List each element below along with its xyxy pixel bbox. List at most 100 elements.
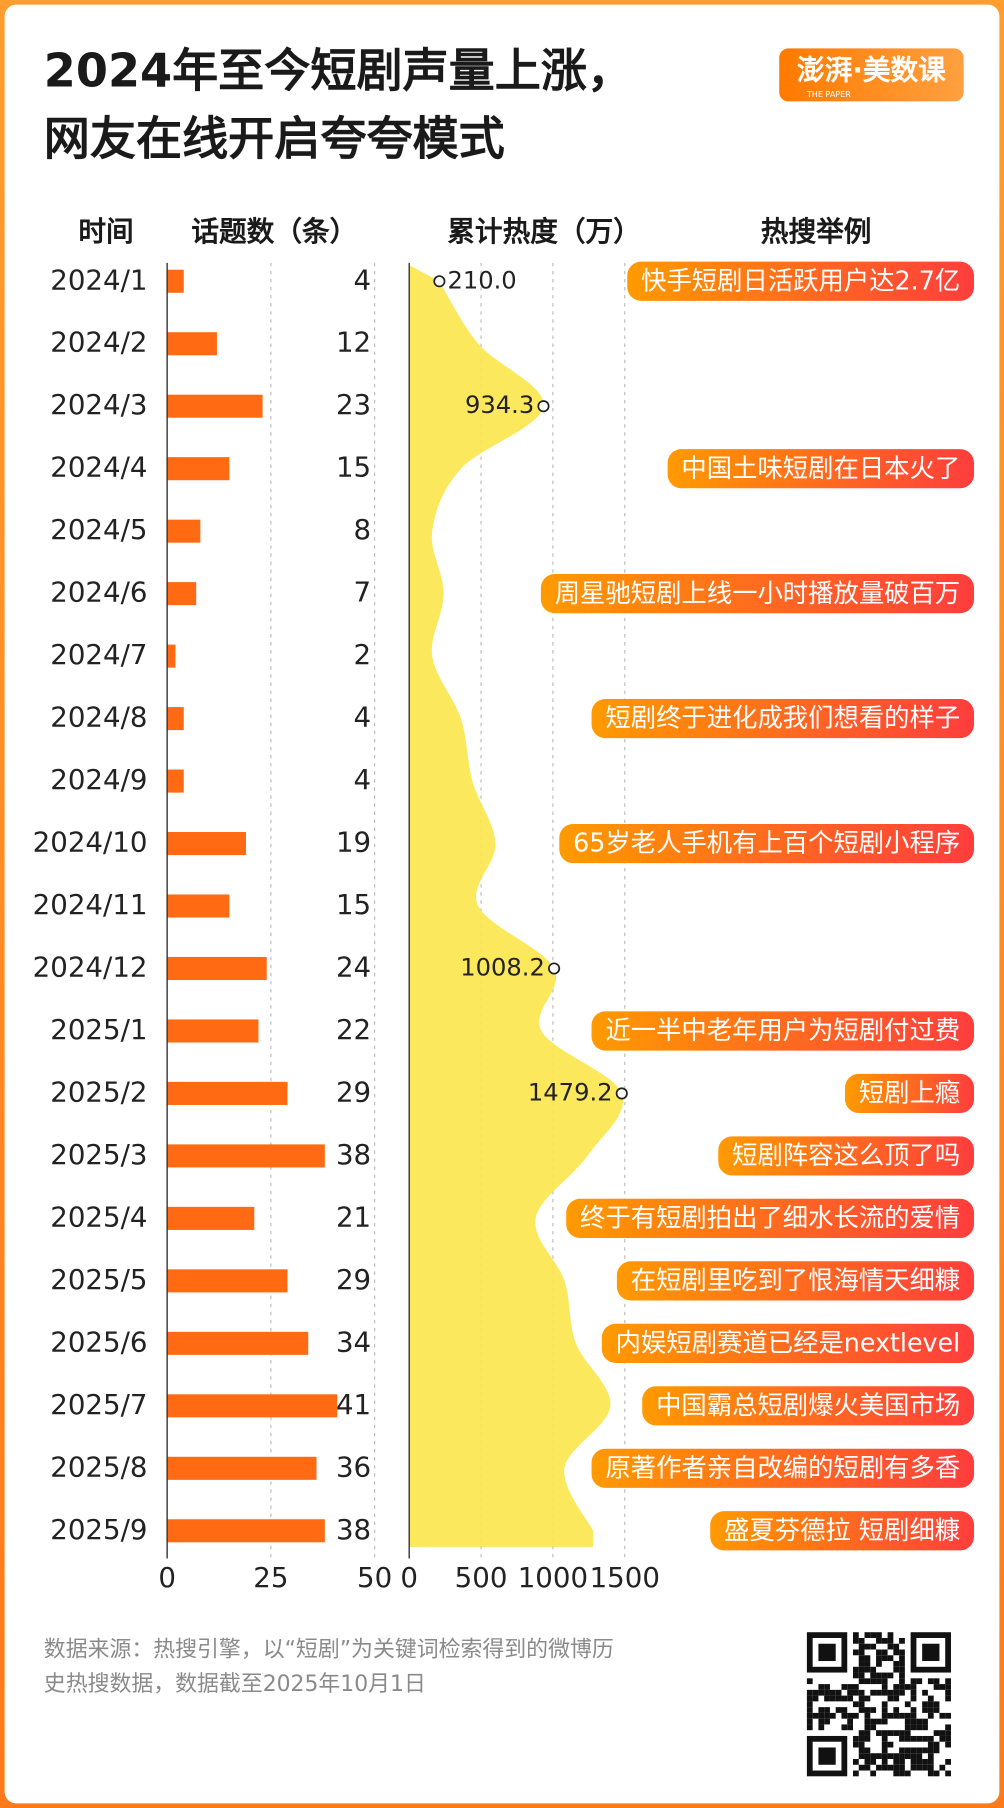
source-line: 史热搜数据，数据截至2025年10月1日 bbox=[44, 1672, 426, 1697]
example-text: 在短剧里吃到了恨海情天细糠 bbox=[631, 1265, 960, 1295]
qr-cell bbox=[887, 1753, 894, 1760]
qr-cell bbox=[852, 1701, 859, 1708]
qr-cell bbox=[945, 1678, 951, 1685]
example-pill bbox=[601, 1323, 975, 1363]
value-label: 21 bbox=[336, 1200, 371, 1233]
qr-cell bbox=[881, 1741, 888, 1748]
bar bbox=[167, 1144, 325, 1168]
qr-cell bbox=[858, 1747, 865, 1754]
example-pill bbox=[591, 1448, 975, 1488]
qr-cell bbox=[881, 1701, 888, 1708]
qr-cell bbox=[858, 1637, 865, 1644]
qr-cell bbox=[933, 1747, 940, 1754]
qr-cell bbox=[852, 1684, 859, 1690]
qr-cell bbox=[835, 1707, 842, 1713]
category-label: 2025/3 bbox=[50, 1138, 147, 1171]
qr-cell bbox=[893, 1684, 900, 1690]
column-header: 热搜举例 bbox=[761, 215, 872, 248]
qr-cell bbox=[916, 1678, 923, 1685]
qr-cell bbox=[910, 1764, 917, 1771]
qr-cell bbox=[893, 1712, 900, 1719]
bar bbox=[167, 519, 201, 543]
qr-cell bbox=[829, 1689, 836, 1696]
qr-cell bbox=[881, 1747, 888, 1754]
qr-cell bbox=[899, 1730, 905, 1736]
qr-cell bbox=[881, 1753, 888, 1760]
category-label: 2024/11 bbox=[33, 888, 148, 921]
qr-cell bbox=[922, 1718, 928, 1725]
qr-cell bbox=[899, 1689, 905, 1696]
value-label: 34 bbox=[336, 1325, 371, 1358]
qr-cell bbox=[945, 1724, 951, 1731]
qr-cell bbox=[887, 1637, 894, 1644]
qr-cell bbox=[927, 1741, 934, 1748]
qr-cell bbox=[939, 1730, 946, 1736]
value-label: 29 bbox=[336, 1075, 371, 1108]
bar bbox=[167, 1456, 317, 1480]
qr-cell bbox=[870, 1632, 877, 1638]
category-label: 2024/5 bbox=[50, 513, 147, 546]
example-tag: 短剧终于进化成我们想看的样子 bbox=[591, 698, 975, 739]
qr-cell bbox=[818, 1712, 825, 1719]
qr-cell bbox=[899, 1655, 905, 1662]
qr-cell bbox=[887, 1643, 894, 1650]
qr-cell bbox=[933, 1701, 940, 1708]
qr-cell bbox=[881, 1649, 888, 1656]
value-label: 8 bbox=[354, 513, 372, 546]
example-tag: 短剧阵容这么顶了吗 bbox=[718, 1136, 975, 1176]
qr-cell bbox=[870, 1718, 877, 1725]
qr-cell bbox=[881, 1759, 888, 1765]
value-label: 24 bbox=[336, 950, 371, 983]
qr-cell bbox=[852, 1649, 859, 1656]
qr-cell bbox=[858, 1678, 865, 1685]
value-label: 36 bbox=[336, 1450, 371, 1483]
category-label: 2024/6 bbox=[50, 576, 147, 609]
qr-cell bbox=[841, 1707, 848, 1713]
qr-cell bbox=[910, 1678, 917, 1685]
qr-cell bbox=[904, 1712, 911, 1719]
qr-cell bbox=[876, 1637, 882, 1644]
qr-cell bbox=[818, 1684, 825, 1690]
category-label: 2025/1 bbox=[50, 1013, 147, 1046]
qr-cell bbox=[841, 1712, 848, 1719]
category-label: 2024/2 bbox=[50, 326, 147, 359]
qr-cell bbox=[858, 1661, 865, 1667]
value-label: 22 bbox=[336, 1013, 371, 1046]
qr-cell bbox=[870, 1759, 877, 1765]
qr-cell bbox=[910, 1718, 917, 1725]
qr-cell bbox=[870, 1707, 877, 1713]
bar bbox=[167, 1019, 259, 1043]
category-label: 2024/12 bbox=[33, 950, 148, 983]
value-label: 2 bbox=[354, 638, 372, 671]
qr-cell bbox=[876, 1672, 882, 1679]
qr-cell bbox=[910, 1724, 917, 1731]
qr-cell bbox=[806, 1724, 813, 1731]
qr-cell bbox=[858, 1707, 865, 1713]
example-text: 短剧终于进化成我们想看的样子 bbox=[605, 703, 960, 733]
qr-cell bbox=[916, 1753, 923, 1760]
qr-cell bbox=[893, 1764, 900, 1771]
qr-cell bbox=[893, 1759, 900, 1765]
qr-cell bbox=[927, 1747, 934, 1754]
bar bbox=[167, 332, 217, 356]
qr-cell bbox=[806, 1712, 813, 1719]
bar bbox=[167, 582, 197, 606]
qr-cell bbox=[939, 1735, 946, 1742]
qr-cell bbox=[893, 1730, 900, 1736]
qr-cell bbox=[893, 1695, 900, 1702]
qr-cell bbox=[812, 1689, 819, 1696]
qr-cell bbox=[870, 1770, 877, 1777]
qr-cell bbox=[910, 1695, 917, 1702]
qr-cell bbox=[916, 1759, 923, 1765]
qr-cell bbox=[933, 1684, 940, 1690]
qr-cell bbox=[916, 1735, 923, 1742]
qr-cell bbox=[922, 1689, 928, 1696]
qr-cell bbox=[922, 1735, 928, 1742]
qr-cell bbox=[887, 1672, 894, 1679]
qr-cell bbox=[899, 1672, 905, 1679]
qr-cell bbox=[864, 1764, 871, 1771]
qr-cell bbox=[852, 1712, 859, 1719]
qr-cell bbox=[858, 1672, 865, 1679]
qr-cell bbox=[858, 1735, 865, 1742]
qr-cell bbox=[927, 1735, 934, 1742]
